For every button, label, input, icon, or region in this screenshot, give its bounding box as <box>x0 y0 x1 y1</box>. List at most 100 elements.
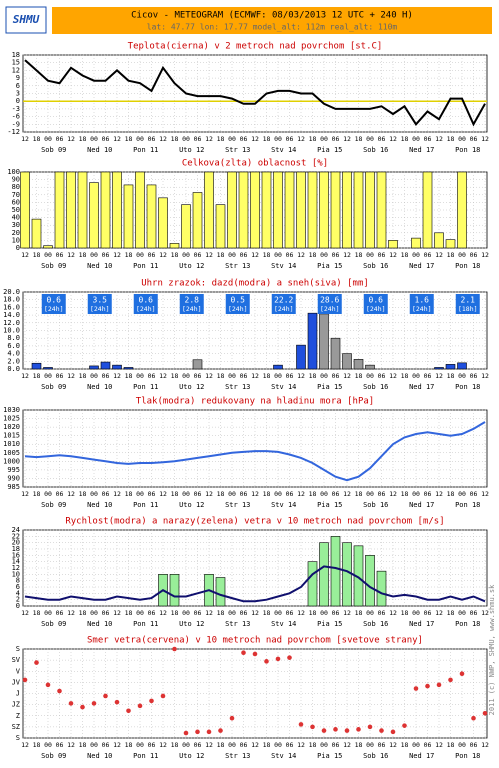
bar <box>43 367 53 370</box>
x-tick-label: 12 <box>159 135 167 143</box>
x-tick-label: 00 <box>274 251 282 259</box>
y-tick-label: 16 <box>12 551 20 559</box>
x-tick-label: 18 <box>263 609 271 617</box>
x-tick-label: 00 <box>228 135 236 143</box>
x-tick-label: 18 <box>309 741 317 749</box>
x-tick-label: 00 <box>228 251 236 259</box>
x-tick-label: 00 <box>366 251 374 259</box>
day-label: Ned 10 <box>87 501 112 509</box>
total-value: 0.5 <box>231 296 246 305</box>
y-tick-label: 10 <box>12 570 20 578</box>
x-tick-label: 00 <box>458 372 466 380</box>
x-tick-label: 12 <box>251 490 259 498</box>
y-tick-label: J <box>16 690 20 698</box>
total-box <box>133 294 158 314</box>
x-tick-label: 06 <box>378 251 386 259</box>
bar <box>457 362 467 370</box>
x-tick-label: 00 <box>90 609 98 617</box>
x-tick-label: 06 <box>102 135 110 143</box>
day-label: Str 13 <box>225 146 250 154</box>
x-tick-label: 18 <box>33 251 41 259</box>
x-tick-label: 00 <box>182 251 190 259</box>
day-label: Sob 09 <box>41 383 66 391</box>
y-tick-label: 22 <box>12 532 20 540</box>
bar <box>342 353 352 370</box>
x-tick-label: 06 <box>194 490 202 498</box>
point <box>68 701 74 706</box>
x-tick-label: 18 <box>217 372 225 380</box>
day-label: Sob 16 <box>363 620 388 628</box>
x-tick-label: 06 <box>102 609 110 617</box>
x-tick-label: 06 <box>332 490 340 498</box>
x-tick-label: 18 <box>309 251 317 259</box>
y-tick-label: 18 <box>12 51 20 59</box>
bar <box>365 171 375 249</box>
total-box <box>225 294 250 314</box>
x-tick-label: 06 <box>240 372 248 380</box>
x-tick-label: 12 <box>251 741 259 749</box>
y-tick-label: S <box>16 734 20 742</box>
bar <box>307 171 318 249</box>
y-tick-label: 70 <box>12 191 20 199</box>
y-tick-label: -6 <box>12 113 20 121</box>
y-tick-label: 12.0 <box>3 319 20 327</box>
y-tick-label: SZ <box>12 723 20 731</box>
y-tick-label: 18 <box>12 545 20 553</box>
bar <box>66 171 76 249</box>
day-label: Uto 12 <box>179 501 204 509</box>
x-tick-label: 06 <box>194 251 202 259</box>
y-tick-label: 10.0 <box>3 327 20 335</box>
x-tick-label: 18 <box>125 251 133 259</box>
point <box>149 698 154 704</box>
point <box>264 659 269 664</box>
bar <box>342 542 352 607</box>
x-tick-label: 06 <box>194 741 202 749</box>
y-tick-label: 990 <box>7 474 20 482</box>
logo: SHMU <box>13 13 40 26</box>
x-tick-label: 00 <box>182 372 190 380</box>
day-label: Sob 09 <box>41 262 66 270</box>
x-tick-label: 06 <box>424 609 432 617</box>
x-tick-label: 12 <box>343 609 351 617</box>
x-tick-label: 00 <box>90 490 98 498</box>
x-tick-label: 12 <box>67 135 75 143</box>
y-tick-label: 10 <box>12 236 20 244</box>
x-tick-label: 06 <box>56 135 64 143</box>
x-tick-label: 06 <box>102 490 110 498</box>
total-value: 0.6 <box>139 296 154 305</box>
x-tick-label: 12 <box>389 741 397 749</box>
x-tick-label: 18 <box>309 490 317 498</box>
day-label: Stv 14 <box>271 262 296 270</box>
x-tick-label: 12 <box>435 135 443 143</box>
point <box>22 677 28 683</box>
y-tick-label: 0 <box>16 97 20 105</box>
day-label: Pon 18 <box>455 262 480 270</box>
y-tick-label: 60 <box>12 198 20 206</box>
point <box>80 704 85 710</box>
point <box>344 728 350 733</box>
x-tick-label: 18 <box>171 135 179 143</box>
total-box <box>179 294 204 314</box>
day-label: Pia 15 <box>317 752 342 760</box>
bar <box>77 171 88 249</box>
total-box <box>271 294 296 314</box>
bar <box>123 184 134 249</box>
line <box>24 59 486 127</box>
total-period: [24h] <box>228 305 248 313</box>
x-tick-label: 12 <box>435 490 443 498</box>
total-period: [24h] <box>366 305 386 313</box>
x-tick-label: 18 <box>401 490 409 498</box>
panel-title: Rychlost(modra) a narazy(zelena) vetra v… <box>65 517 444 527</box>
x-tick-label: 00 <box>44 135 52 143</box>
x-tick-label: 00 <box>412 741 420 749</box>
x-tick-label: 06 <box>286 490 294 498</box>
bar <box>457 171 467 249</box>
day-label: Ned 17 <box>409 620 434 628</box>
x-tick-label: 12 <box>297 741 305 749</box>
x-tick-label: 12 <box>205 251 213 259</box>
x-tick-label: 12 <box>113 490 121 498</box>
x-tick-label: 00 <box>228 372 236 380</box>
y-tick-label: -9 <box>12 120 20 128</box>
x-tick-label: 12 <box>67 609 75 617</box>
x-tick-label: 06 <box>424 490 432 498</box>
